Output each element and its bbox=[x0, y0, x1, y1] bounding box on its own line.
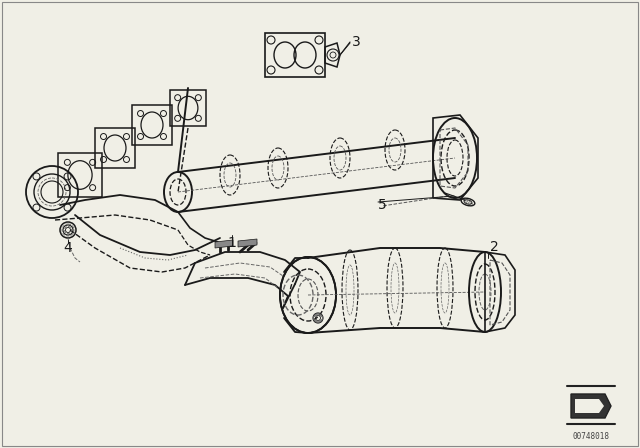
Polygon shape bbox=[238, 239, 257, 247]
Text: 2: 2 bbox=[490, 240, 499, 254]
Text: 00748018: 00748018 bbox=[573, 432, 609, 441]
Text: 3: 3 bbox=[352, 35, 361, 49]
Polygon shape bbox=[575, 399, 604, 413]
Text: 4: 4 bbox=[63, 241, 72, 255]
Text: 1: 1 bbox=[228, 236, 236, 250]
Polygon shape bbox=[571, 394, 611, 418]
Text: 5: 5 bbox=[378, 198, 387, 212]
Polygon shape bbox=[215, 240, 233, 248]
